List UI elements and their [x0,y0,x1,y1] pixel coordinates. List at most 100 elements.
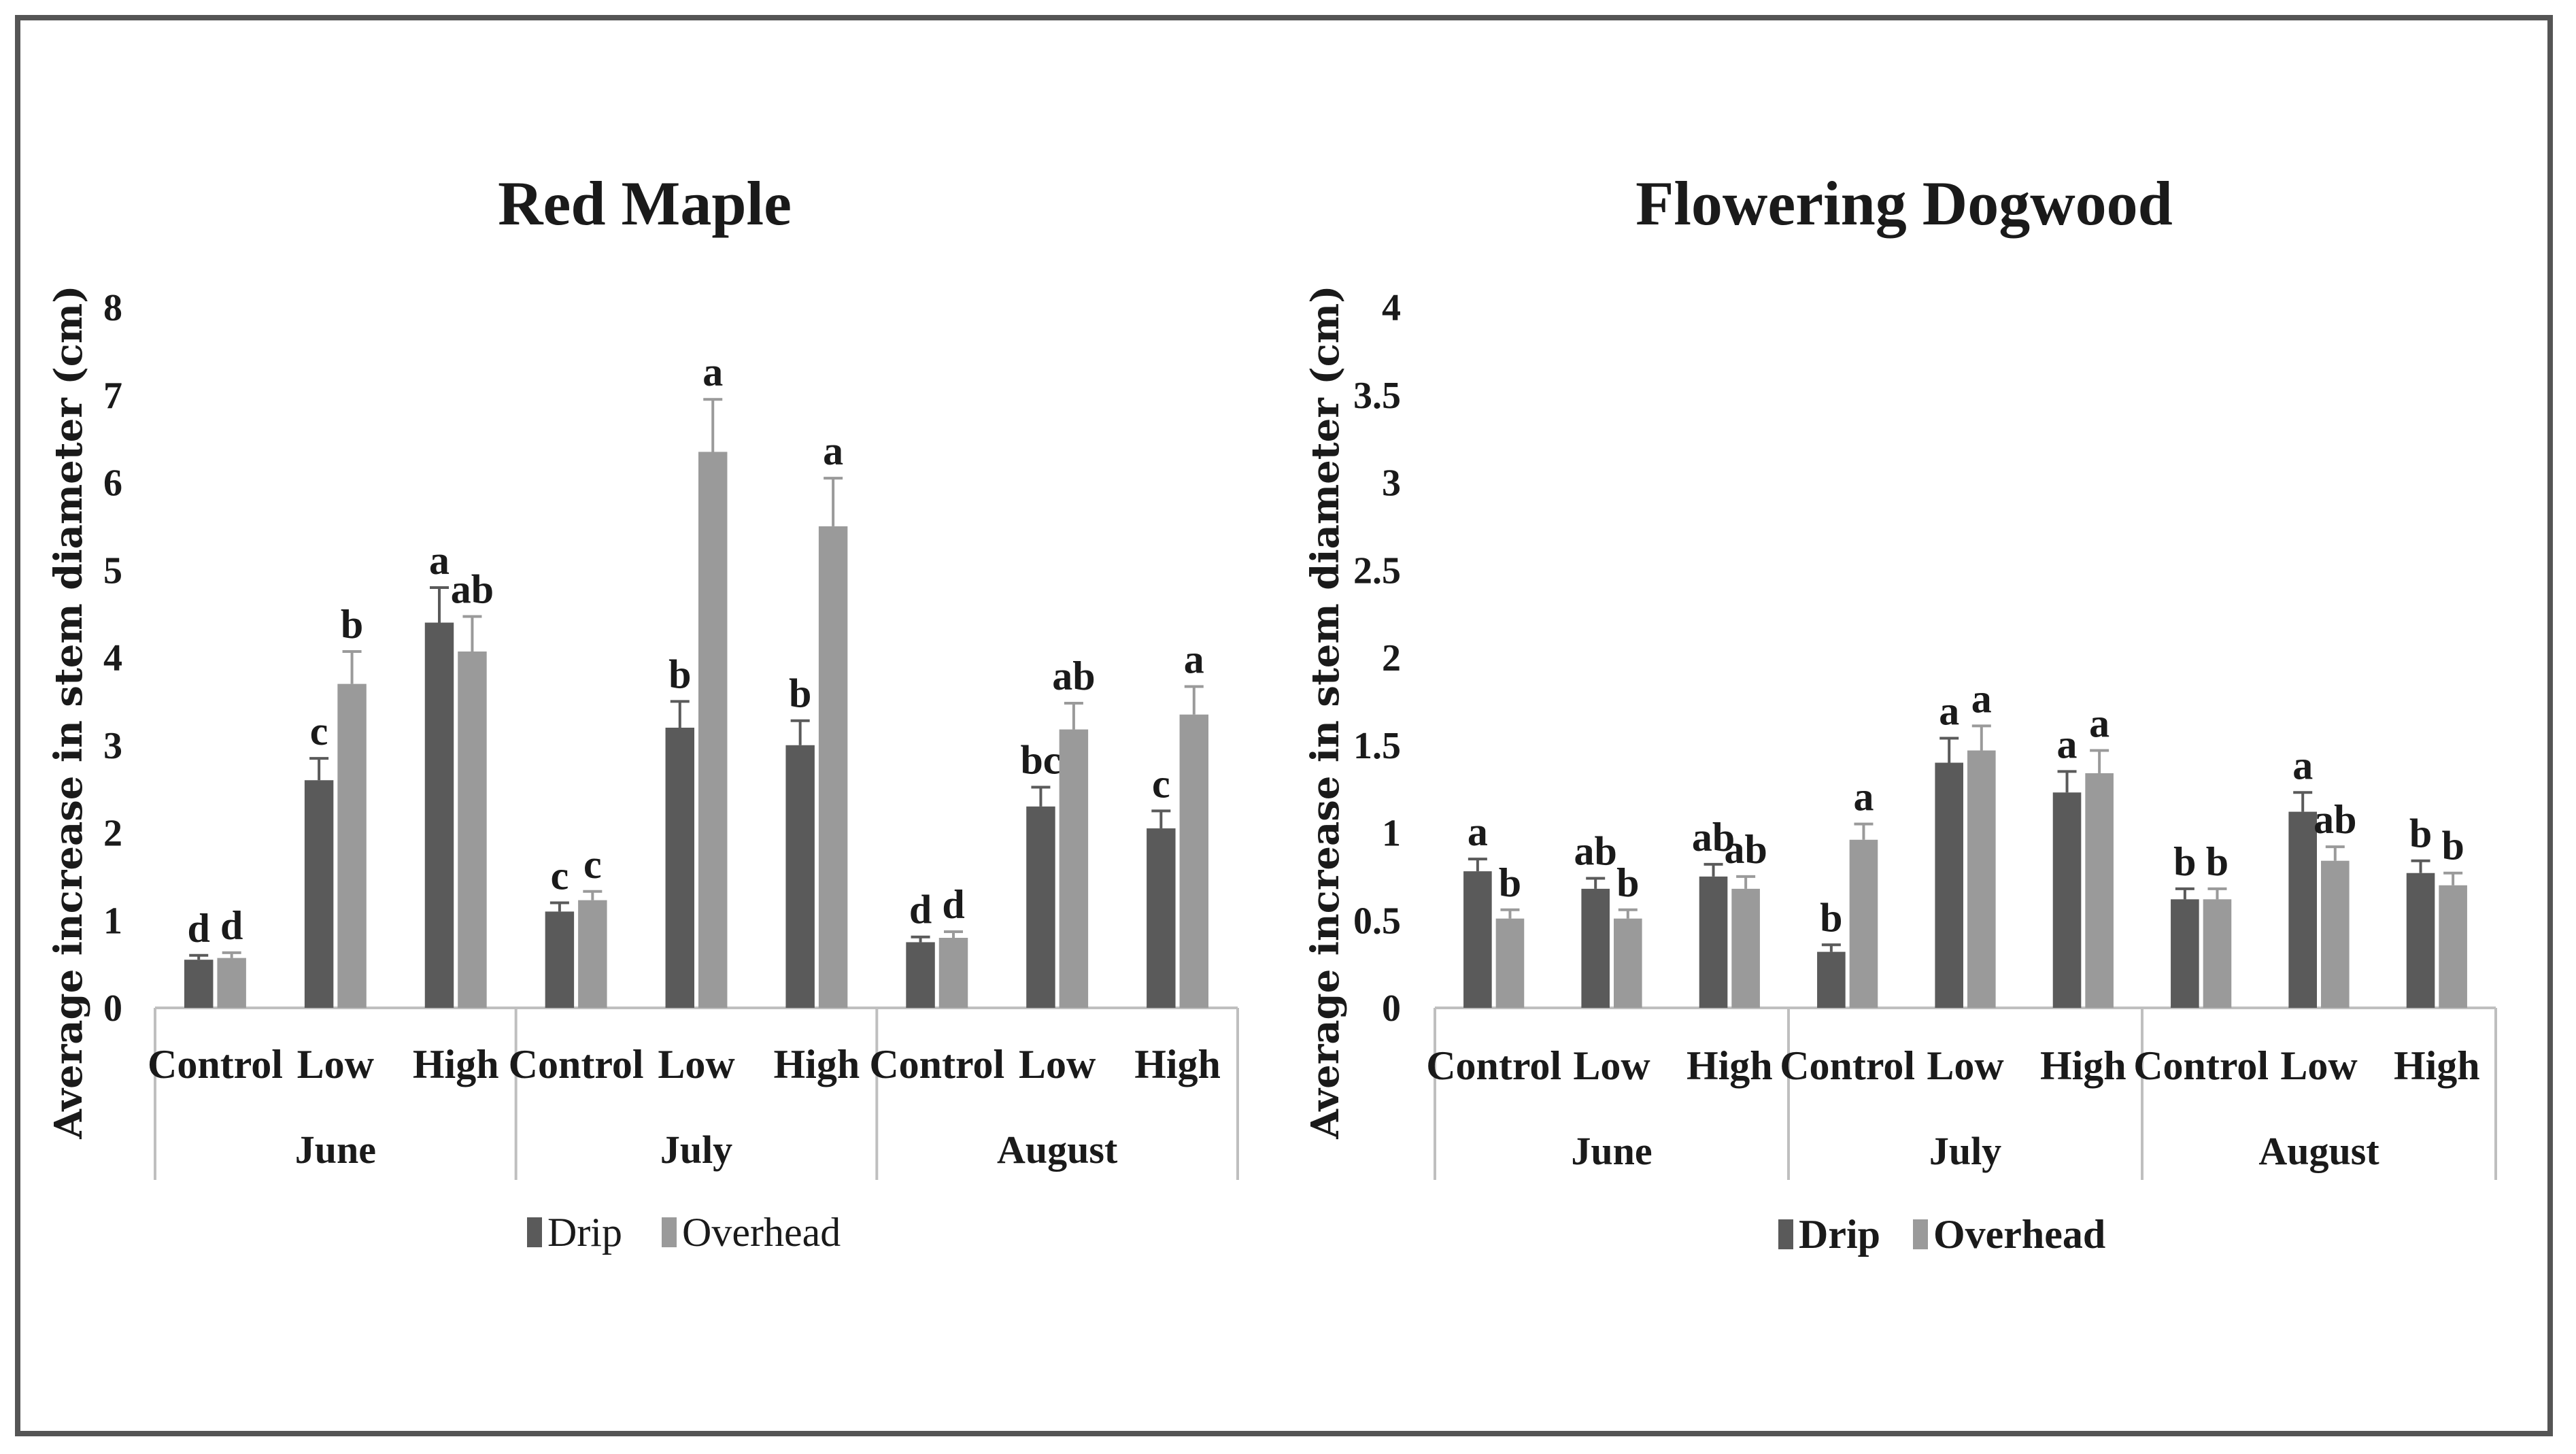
category-label-low: Low [1019,1042,1096,1087]
y-tick-label: 2.5 [1353,550,1401,592]
category-label-high: High [1134,1042,1221,1087]
y-tick-label: 3 [1382,462,1401,505]
month-label-june: June [295,1128,376,1172]
drip-significance-label: a [2292,743,2313,788]
overhead-bar [2203,899,2232,1008]
overhead-significance-label: ab [1052,654,1095,698]
category-label-high: High [413,1042,499,1087]
month-label-august: August [997,1128,1118,1172]
y-tick-label: 0 [103,987,122,1030]
drip-significance-label: c [551,853,569,898]
overhead-significance-label: a [2089,700,2109,745]
drip-bar [1147,828,1176,1008]
overhead-significance-label: b [1616,860,1639,905]
overhead-significance-label: ab [451,567,494,611]
y-tick-label: 4 [1382,287,1401,329]
month-label-august: August [2258,1129,2379,1173]
drip-bar [1699,876,1728,1008]
drip-significance-label: b [2173,839,2196,884]
category-label-control: Control [869,1042,1004,1087]
overhead-significance-label: d [942,882,964,927]
drip-bar [1463,871,1492,1008]
legend-label-drip: Drip [547,1210,622,1255]
drip-bar [184,960,214,1008]
drip-bar [785,745,815,1008]
category-label-high: High [774,1042,860,1087]
drip-significance-label: d [188,906,210,951]
category-label-low: Low [2280,1043,2358,1088]
overhead-significance-label: a [1853,775,1874,819]
category-label-control: Control [2133,1043,2269,1088]
overhead-bar [578,900,607,1008]
y-tick-label: 3.5 [1353,375,1401,417]
drip-bar [2288,811,2317,1008]
overhead-bar [1967,750,1996,1008]
overhead-significance-label: b [1499,860,1521,905]
drip-bar [545,911,575,1008]
legend-swatch-drip [527,1217,542,1247]
drip-bar [424,622,454,1008]
y-tick-label: 0.5 [1353,900,1401,942]
overhead-significance-label: d [220,903,243,948]
overhead-significance-label: a [702,350,723,394]
category-label-low: Low [1927,1043,2004,1088]
overhead-significance-label: a [823,428,843,473]
drip-significance-label: d [909,887,932,932]
category-label-control: Control [1780,1043,1915,1088]
drip-significance-label: c [1152,761,1170,806]
overhead-bar [337,683,367,1008]
y-tick-label: 4 [103,637,122,679]
y-tick-label: 2 [103,813,122,855]
drip-bar [2171,899,2199,1008]
drip-bar [1026,806,1055,1008]
y-tick-label: 1.5 [1353,725,1401,767]
category-label-high: High [2040,1043,2126,1088]
legend-label-drip: Drip [1799,1212,1880,1257]
y-tick-label: 2 [1382,637,1401,679]
category-label-control: Control [148,1042,283,1087]
overhead-bar [1059,729,1089,1008]
drip-bar [1817,951,1846,1008]
overhead-bar [1731,888,1760,1008]
drip-bar [304,780,334,1008]
drip-bar [906,942,935,1008]
y-tick-label: 7 [103,375,122,417]
red-maple-chart: Red Maple 0 1 2 3 4 5 6 7 8 Average increase in st… [46,169,1239,1255]
legend-swatch-overhead [1913,1219,1928,1249]
y-tick-label: 3 [103,725,122,767]
y-tick-label: 5 [103,550,122,592]
category-label-high: High [1687,1043,1773,1088]
drip-significance-label: a [1468,809,1488,854]
drip-significance-label: b [668,652,691,696]
drip-significance-label: b [1820,895,1842,940]
drip-significance-label: a [2057,722,2078,766]
y-tick-label: 6 [103,462,122,505]
y-tick-label: 0 [1382,987,1401,1030]
drip-significance-label: ab [1574,828,1617,873]
category-label-low: Low [658,1042,735,1087]
overhead-bar [698,452,728,1008]
y-tick-label: 1 [103,900,122,942]
overhead-bar [2085,773,2114,1008]
category-label-low: Low [297,1042,375,1087]
overhead-bar [2321,860,2350,1008]
legend-label-overhead: Overhead [1933,1212,2105,1257]
drip-significance-label: ab [1692,815,1735,860]
drip-significance-label: a [429,538,450,583]
month-label-july: July [1929,1129,2001,1173]
drip-significance-label: b [2409,811,2432,856]
red-maple-title: Red Maple [498,169,792,238]
drip-significance-label: b [789,671,811,716]
overhead-bar [1179,714,1209,1008]
overhead-bar [818,526,848,1008]
y-tick-label: 8 [103,287,122,329]
overhead-significance-label: a [1184,637,1204,681]
y-tick-label: 1 [1382,813,1401,855]
drip-bar [1581,888,1610,1008]
category-label-high: High [2394,1043,2480,1088]
drip-significance-label: bc [1020,738,1061,783]
overhead-bar [2439,885,2467,1008]
overhead-bar [938,938,968,1008]
overhead-significance-label: ab [1724,827,1767,872]
